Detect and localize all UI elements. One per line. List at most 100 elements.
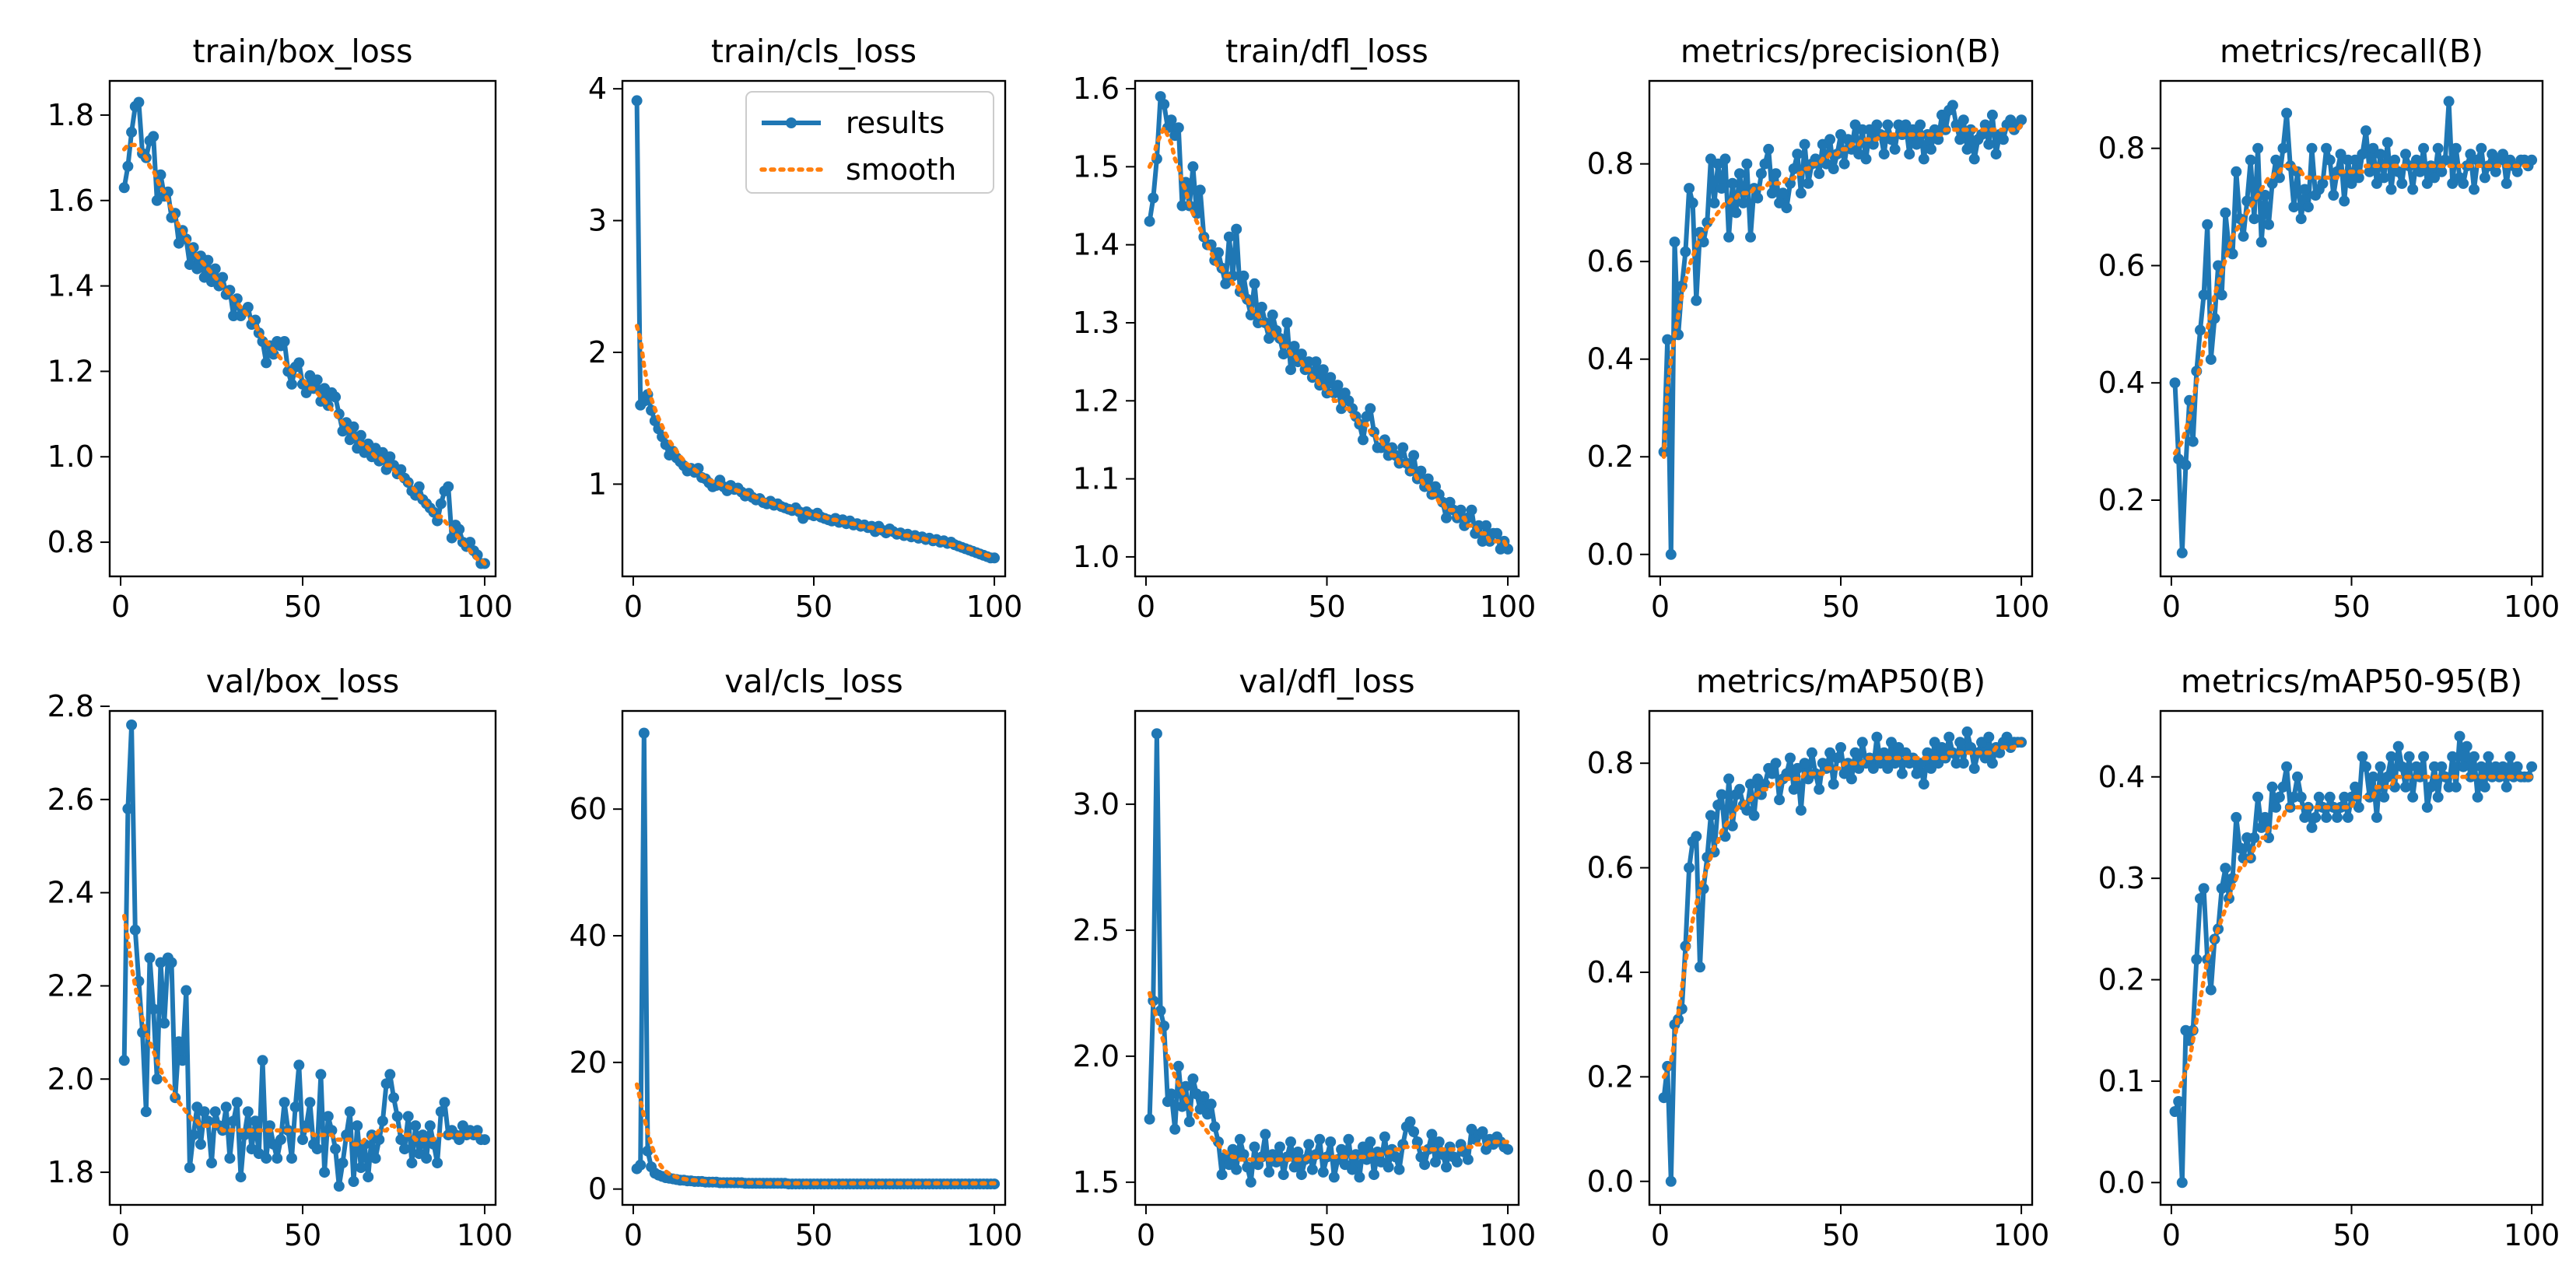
results-point <box>2487 149 2498 160</box>
results-point <box>2324 791 2336 803</box>
y-tick-label: 1.6 <box>47 184 94 218</box>
results-point <box>2360 761 2371 772</box>
y-tick-label: 1.8 <box>47 98 94 132</box>
y-tick-label: 2.0 <box>47 1062 94 1096</box>
results-point <box>1491 527 1503 539</box>
results-point <box>1842 758 1854 769</box>
results-point <box>384 1069 396 1080</box>
subplot-title: train/dfl_loss <box>1225 33 1428 70</box>
results-point <box>2378 791 2390 803</box>
results-point <box>1766 768 1778 779</box>
results-point <box>140 1106 152 1118</box>
results-point <box>1785 752 1796 764</box>
results-point <box>1878 149 1890 160</box>
results-point <box>1730 207 1742 219</box>
results-line <box>1661 103 2024 557</box>
results-point <box>1709 197 1720 208</box>
results-point <box>2281 107 2293 119</box>
results-point <box>399 1143 410 1155</box>
results-markers <box>1144 91 1513 555</box>
results-point <box>1737 197 1749 208</box>
results-point <box>1411 1136 1423 1147</box>
results-point <box>1860 153 1872 165</box>
results-point <box>2447 177 2459 189</box>
results-point <box>1310 356 1322 368</box>
results-point <box>1792 149 1803 160</box>
results-point <box>2248 832 2260 843</box>
x-tick-label: 0 <box>111 590 130 624</box>
results-point <box>2385 751 2397 762</box>
results-point <box>410 1120 422 1132</box>
x-tick-label: 100 <box>1480 590 1537 624</box>
plot-area <box>1144 91 1513 555</box>
subplot-metrics-map50-95-b: metrics/mAP50-95(B) 0 50 100 0.0 0.1 0.2 0.3 0.4 <box>2098 663 2560 1252</box>
legend-results-marker <box>786 117 797 128</box>
results-point <box>2381 137 2393 149</box>
results-point <box>464 537 476 548</box>
results-point <box>1144 215 1155 227</box>
results-point <box>2418 142 2430 154</box>
results-point <box>2321 811 2332 823</box>
results-point <box>184 1162 195 1174</box>
x-tick-label: 50 <box>1822 590 1859 624</box>
results-point <box>1336 1143 1348 1155</box>
subplot-train-box-loss: train/box_loss 0 50 100 0.8 1.0 1.2 1.4 1.6 1.8 <box>47 33 513 624</box>
results-point <box>1968 153 1980 165</box>
results-point <box>402 1111 414 1122</box>
y-tick-label: 3.0 <box>1073 787 1120 821</box>
results-point <box>2461 741 2473 752</box>
results-point <box>330 391 342 403</box>
results-point <box>1231 223 1242 235</box>
results-point <box>326 1125 338 1136</box>
results-line <box>635 730 995 1187</box>
results-point <box>2439 154 2451 166</box>
results-point <box>2195 893 2206 905</box>
results-point <box>638 727 650 739</box>
subplot-val-cls-loss: val/cls_loss 0 50 100 0 20 40 60 <box>570 663 1023 1252</box>
results-point <box>1838 158 1850 170</box>
results-point <box>1151 728 1162 740</box>
results-point <box>1680 246 1691 257</box>
results-point <box>1871 119 1883 131</box>
results-point <box>1702 217 1713 228</box>
results-point <box>439 1097 450 1108</box>
results-point <box>1397 442 1409 453</box>
plot-area <box>2169 96 2538 558</box>
results-point <box>1961 726 1973 737</box>
results-point <box>2381 771 2393 783</box>
y-tick-label: 2.4 <box>47 876 94 910</box>
results-point <box>2273 172 2285 184</box>
results-point <box>1481 520 1492 531</box>
results-point <box>1422 473 1434 485</box>
results-point <box>2263 832 2274 843</box>
results-point <box>1165 1088 1177 1100</box>
results-point <box>1415 465 1427 477</box>
results-point <box>1957 114 1969 126</box>
results-point <box>297 1134 308 1146</box>
results-point <box>1430 1156 1441 1168</box>
results-point <box>2501 781 2512 793</box>
results-point <box>126 126 138 138</box>
results-point <box>1665 548 1677 560</box>
results-point <box>1806 747 1817 758</box>
results-point <box>1849 747 1861 758</box>
y-tick-label: 0.1 <box>2098 1064 2145 1098</box>
results-point <box>631 95 643 107</box>
y-tick-label: 1.4 <box>47 269 94 303</box>
results-point <box>2198 289 2210 301</box>
results-point <box>2295 791 2307 803</box>
plot-area <box>118 96 490 569</box>
results-point <box>1856 737 1868 748</box>
results-point <box>2458 761 2469 772</box>
results-point <box>2447 751 2459 762</box>
y-tick-label: 1.5 <box>1073 1165 1120 1199</box>
x-tick-label: 50 <box>795 1218 832 1252</box>
smooth-line <box>1661 122 2024 459</box>
results-point <box>2176 547 2188 558</box>
results-point <box>1723 231 1735 243</box>
results-point <box>1148 192 1159 204</box>
results-point <box>1886 134 1897 145</box>
results-point <box>1209 1121 1221 1133</box>
results-point <box>2364 166 2375 177</box>
results-point <box>1716 789 1727 800</box>
